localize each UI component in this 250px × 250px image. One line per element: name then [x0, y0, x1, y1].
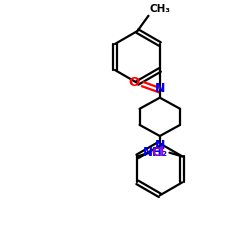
Text: N: N [155, 139, 165, 152]
Text: CH₃: CH₃ [150, 4, 171, 14]
Text: NH₂: NH₂ [142, 146, 168, 159]
Text: O: O [128, 76, 140, 89]
Text: N: N [155, 82, 165, 95]
Text: Cl: Cl [152, 146, 165, 159]
